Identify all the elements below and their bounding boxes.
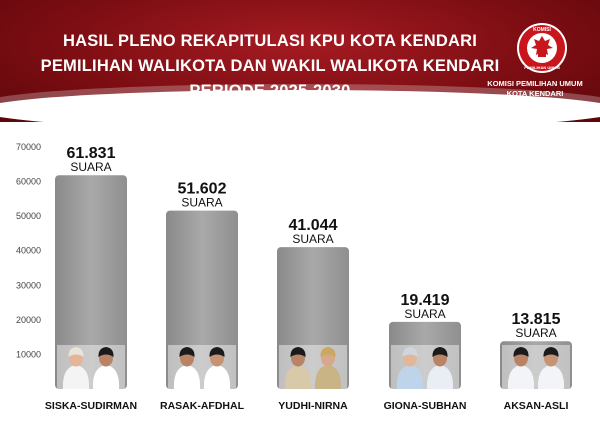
bar-value-label: 41.044 [289,217,338,234]
bar-unit-label: SUARA [292,232,333,246]
title-line-2: PEMILIHAN WALIKOTA DAN WAKIL WALIKOTA KE… [40,57,500,75]
y-tick-label: 50000 [16,211,41,221]
y-tick-label: 70000 [16,142,41,152]
candidate-hair [68,347,84,357]
y-tick-label: 30000 [16,280,41,290]
org-name-line-1: KOMISI PEMILIHAN UMUM [487,79,583,88]
candidate-hair [209,347,225,357]
category-label: YUDHI-NIRNA [278,400,348,412]
y-tick-label: 10000 [16,349,41,359]
bar-unit-label: SUARA [70,160,111,174]
category-label: SISKA-SUDIRMAN [45,400,137,412]
kpu-logo-icon: KOMISI PEMILIHAN UMUM [517,23,567,73]
category-label: AKSAN-ASLI [504,400,569,412]
candidate-hair [402,347,418,357]
bar [55,175,127,389]
candidate-body [507,365,535,389]
logo-bottom-text: PEMILIHAN UMUM [524,65,560,70]
bars-group: 61.831SUARASISKA-SUDIRMAN51.602SUARARASA… [45,145,572,412]
y-tick-label: 60000 [16,177,41,187]
candidate-body [203,365,231,389]
candidate-photo-pair [168,345,236,389]
vote-bar-chart: 10000 20000 30000 40000 50000 60000 70000 61.8… [16,142,572,412]
bar-value-label: 13.815 [512,311,561,328]
bar-unit-label: SUARA [181,196,222,210]
candidate-hair [98,347,114,357]
header-wave [0,90,600,122]
candidate-hair [179,347,195,357]
candidate-photo-pair [502,345,570,389]
logo-top-text: KOMISI [533,27,551,33]
title-line-1: HASIL PLENO REKAPITULASI KPU KOTA KENDAR… [63,32,477,50]
candidate-hair [513,347,529,357]
bar [166,210,238,389]
candidate-photo-pair [391,345,459,389]
candidate-photo-pair [57,345,125,389]
candidate-body [92,365,120,389]
category-label: RASAK-AFDHAL [160,400,245,412]
org-name-line-2: KOTA KENDARI [506,89,564,98]
y-axis: 10000 20000 30000 40000 50000 60000 70000 [16,142,41,359]
candidate-body [173,365,201,389]
y-tick-label: 20000 [16,315,41,325]
header-banner: HASIL PLENO REKAPITULASI KPU KOTA KENDAR… [0,0,600,122]
candidate-hair [320,347,336,357]
y-tick-label: 40000 [16,246,41,256]
bar-value-label: 19.419 [401,292,450,309]
candidate-body [314,365,342,389]
candidate-body [396,365,424,389]
candidate-hair [290,347,306,357]
bar-value-label: 51.602 [178,181,227,198]
title-line-3: PERIODE 2025-2030 [189,82,351,100]
candidate-body [426,365,454,389]
candidate-hair [543,347,559,357]
category-label: GIONA-SUBHAN [384,400,467,412]
candidate-hair [432,347,448,357]
candidate-body [537,365,565,389]
candidate-body [62,365,90,389]
candidate-photo-pair [279,345,347,389]
bar-value-label: 61.831 [67,145,116,162]
candidate-body [284,365,312,389]
bar-unit-label: SUARA [515,326,556,340]
bar-unit-label: SUARA [404,307,445,321]
